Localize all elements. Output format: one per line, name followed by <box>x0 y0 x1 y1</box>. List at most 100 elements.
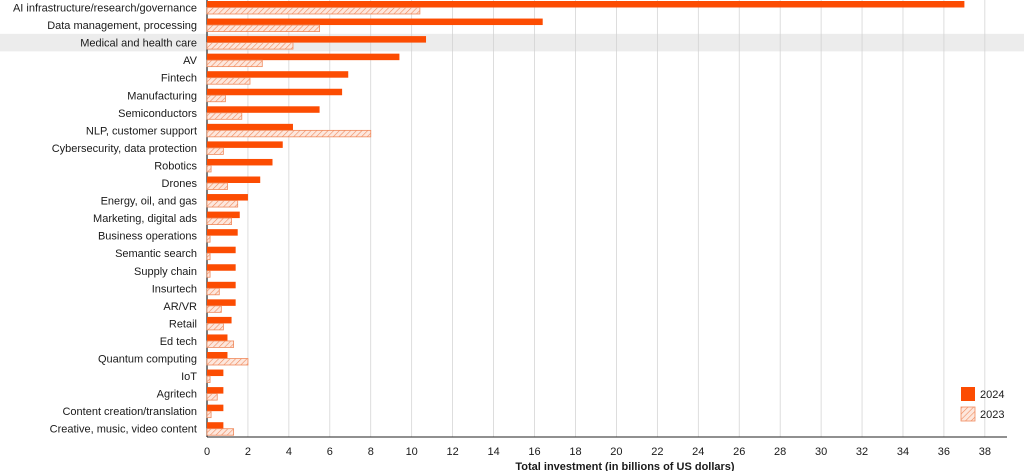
category-label: Fintech <box>161 73 197 85</box>
x-tick-label: 6 <box>327 446 333 458</box>
bar-2024 <box>207 106 320 113</box>
bar-2023 <box>206 200 239 208</box>
bar-2023 <box>206 147 224 155</box>
bar-2024 <box>207 1 965 8</box>
x-tick-label: 20 <box>610 446 622 458</box>
category-label: Energy, oil, and gas <box>101 196 198 208</box>
legend-label-2023: 2023 <box>980 409 1004 421</box>
bar-2024 <box>207 158 273 166</box>
category-label: AR/VR <box>163 301 197 313</box>
bar-2024 <box>207 211 240 219</box>
legend-swatch-2024 <box>961 387 975 401</box>
bar-2023 <box>206 322 224 331</box>
category-label: AI infrastructure/research/governance <box>13 3 197 15</box>
category-label: Semantic search <box>115 248 197 260</box>
bar-2023 <box>206 24 320 32</box>
x-tick-label: 8 <box>368 446 374 458</box>
bar-2024 <box>207 334 228 341</box>
bar-2024 <box>207 369 224 377</box>
bar-2024 <box>207 123 293 131</box>
x-tick-label: 38 <box>979 446 991 458</box>
x-tick-label: 16 <box>528 446 540 458</box>
bar-2023 <box>206 235 211 243</box>
bar-2023 <box>206 252 211 261</box>
bar-2024 <box>207 53 400 61</box>
x-tick-label: 36 <box>938 446 950 458</box>
x-tick-label: 30 <box>815 446 827 458</box>
bar-2023 <box>206 7 421 15</box>
bar-2023 <box>206 182 228 190</box>
x-tick-label: 10 <box>406 446 418 458</box>
bar-2023 <box>206 59 263 68</box>
category-label: AV <box>183 55 198 67</box>
bar-2024 <box>207 194 248 201</box>
category-label: Creative, music, video content <box>50 424 197 436</box>
bar-2024 <box>207 387 224 394</box>
bar-2023 <box>206 340 235 348</box>
x-tick-label: 0 <box>204 446 210 458</box>
x-tick-label: 34 <box>897 446 909 458</box>
x-tick-label: 14 <box>487 446 499 458</box>
category-label: IoT <box>181 371 197 383</box>
bar-2023 <box>206 77 251 85</box>
bar-2024 <box>207 176 261 183</box>
bar-2024 <box>207 141 283 148</box>
bar-2024 <box>207 71 349 78</box>
x-tick-label: 4 <box>286 446 292 458</box>
category-label: Robotics <box>154 160 197 172</box>
category-label: Retail <box>169 318 197 330</box>
bar-2023 <box>206 270 211 278</box>
category-label: Cybersecurity, data protection <box>52 143 197 155</box>
bar-2023 <box>206 165 212 173</box>
bar-2024 <box>207 36 427 43</box>
bar-2024 <box>207 281 236 289</box>
x-axis-title: Total investment (in billions of US doll… <box>515 461 735 471</box>
bar-2024 <box>207 264 236 271</box>
category-label: Supply chain <box>134 266 197 278</box>
x-tick-label: 32 <box>856 446 868 458</box>
bar-2023 <box>206 375 211 383</box>
category-label: Ed tech <box>160 336 197 348</box>
bar-2023 <box>206 112 243 120</box>
category-label: Data management, processing <box>47 20 197 32</box>
bar-2024 <box>207 352 228 359</box>
bar-2023 <box>206 393 218 401</box>
bar-2023 <box>206 410 212 419</box>
bar-2023 <box>206 217 232 226</box>
bar-2024 <box>207 299 236 306</box>
bar-2024 <box>207 88 343 96</box>
bar-2024 <box>207 316 232 324</box>
category-label: Quantum computing <box>98 354 197 366</box>
bar-2023 <box>206 129 372 138</box>
bar-2023 <box>206 358 249 366</box>
bar-2023 <box>206 94 226 103</box>
x-tick-label: 28 <box>774 446 786 458</box>
bar-2023 <box>206 305 222 313</box>
category-label: Insurtech <box>152 283 197 295</box>
bar-2024 <box>207 229 238 236</box>
bar-2023 <box>206 287 220 296</box>
category-label: NLP, customer support <box>86 125 197 137</box>
x-tick-label: 26 <box>733 446 745 458</box>
category-label: Medical and health care <box>80 38 197 50</box>
category-label: Manufacturing <box>127 90 197 102</box>
x-tick-label: 18 <box>569 446 581 458</box>
bar-2024 <box>207 422 224 429</box>
legend-label-2024: 2024 <box>980 389 1004 401</box>
category-label: Content creation/translation <box>62 406 197 418</box>
x-tick-label: 24 <box>692 446 704 458</box>
category-label: Drones <box>162 178 198 190</box>
bar-2024 <box>207 246 236 254</box>
x-tick-label: 2 <box>245 446 251 458</box>
bar-2024 <box>207 404 224 412</box>
bar-2024 <box>207 18 543 26</box>
category-label: Business operations <box>98 231 198 243</box>
bar-2023 <box>206 42 294 50</box>
category-label: Agritech <box>157 389 197 401</box>
x-tick-label: 22 <box>651 446 663 458</box>
bar-2023 <box>206 428 235 436</box>
x-tick-label: 12 <box>447 446 459 458</box>
category-label: Semiconductors <box>118 108 197 120</box>
legend-swatch-2023 <box>960 406 976 422</box>
